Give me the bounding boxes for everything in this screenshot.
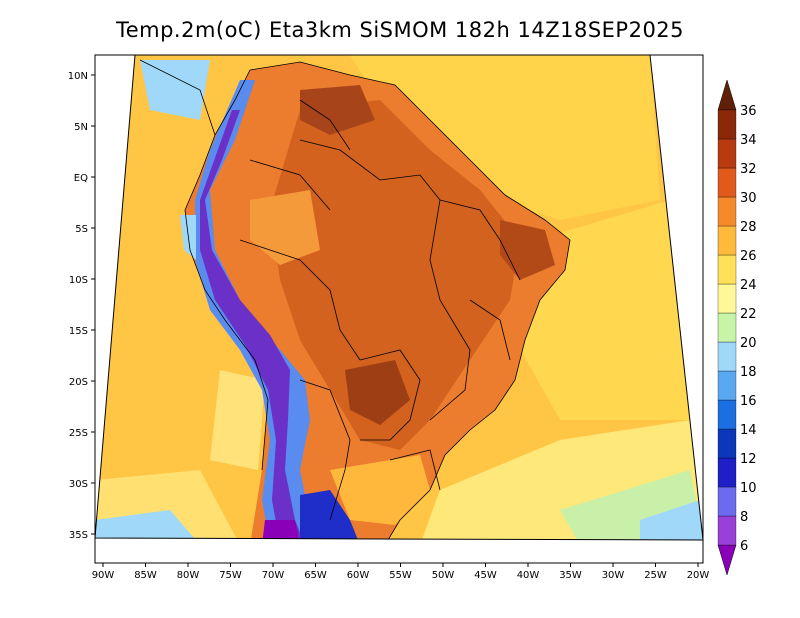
plot-frame	[94, 54, 704, 564]
lon-label: 25W	[644, 570, 667, 581]
colorbar-label: 34	[740, 133, 757, 148]
hot-interior	[270, 100, 520, 450]
ocean-warm-zone	[350, 55, 660, 220]
lat-label: EQ	[74, 173, 88, 184]
map-title: Temp.2m(oC) Eta3km SiSMOM 182h 14Z18SEP2…	[115, 18, 685, 42]
colorbar-label: 28	[740, 220, 757, 235]
lon-label: 65W	[304, 570, 327, 581]
country-borders	[139, 59, 571, 540]
extreme-hot-north	[300, 85, 375, 135]
lat-label: 15S	[69, 326, 88, 337]
andes-cold-belt	[195, 80, 330, 540]
patagonia-cold	[300, 490, 360, 540]
colorbar-label: 12	[740, 452, 757, 467]
extreme-hot-chaco	[345, 360, 410, 425]
lat-label: 20S	[69, 377, 88, 388]
colorbar-label: 6	[740, 539, 748, 554]
lat-label: 5S	[75, 224, 88, 235]
ocean-colder-zone	[640, 500, 703, 540]
extreme-hot-east	[500, 220, 555, 280]
map-domain	[95, 55, 703, 540]
lon-label: 85W	[134, 570, 157, 581]
lon-label: 20W	[687, 570, 710, 581]
colorbar-label: 30	[740, 191, 757, 206]
lon-label: 35W	[559, 570, 582, 581]
colorbar-label: 10	[740, 481, 757, 496]
colorbar-label: 14	[740, 423, 757, 438]
colorbar-box	[717, 254, 737, 285]
colorbar-box	[717, 138, 737, 169]
colorbar-box	[717, 167, 737, 198]
colorbar-box	[717, 515, 737, 546]
lon-label: 30W	[602, 570, 625, 581]
colorbar: 6 8 10 12 14 16 18 20 22 24 26 28 30 32 34 36	[717, 79, 757, 576]
colorbar-box	[717, 428, 737, 459]
mild-amazon	[250, 190, 320, 265]
colorbar-box	[717, 196, 737, 227]
colorbar-high-arrow	[717, 79, 737, 111]
colorbar-label: 8	[740, 510, 748, 525]
colorbar-box	[717, 370, 737, 401]
lat-label: 25S	[69, 428, 88, 439]
colorbar-box	[717, 283, 737, 314]
colorbar-label: 32	[740, 162, 757, 177]
colorbar-label: 22	[740, 307, 757, 322]
lon-label: 70W	[262, 570, 285, 581]
lat-label: 5N	[74, 122, 88, 133]
andes-coldest	[200, 110, 305, 540]
lon-label: 60W	[347, 570, 370, 581]
lon-label: 40W	[517, 570, 540, 581]
colorbar-label: 18	[740, 365, 757, 380]
colorbar-label: 16	[740, 394, 757, 409]
colorbar-box	[717, 457, 737, 488]
longitude-labels: 90W 85W 80W 75W 70W 65W 60W 55W 50W 45W 40W 35W 30W 2…	[92, 563, 710, 581]
colorbar-label: 26	[740, 249, 757, 264]
latitude-labels: 10N 5N EQ 5S 10S 15S 20S 25S 30S 35S	[68, 71, 95, 541]
lon-label: 80W	[177, 570, 200, 581]
lon-label: 90W	[92, 570, 115, 581]
southern-cooler	[330, 455, 430, 525]
pacific-north-cool	[140, 60, 210, 120]
colorbar-label: 24	[740, 278, 757, 293]
lat-label: 10S	[69, 275, 88, 286]
lat-label: 10N	[68, 71, 88, 82]
lon-label: 75W	[219, 570, 242, 581]
colorbar-box	[717, 312, 737, 343]
colorbar-label: 20	[740, 336, 757, 351]
coastal-cool-fringe	[180, 215, 196, 260]
colorbar-box	[717, 341, 737, 372]
lat-label: 35S	[69, 530, 88, 541]
lat-label: 30S	[69, 479, 88, 490]
lon-label: 45W	[474, 570, 497, 581]
colorbar-box	[717, 109, 737, 140]
lon-label: 55W	[389, 570, 412, 581]
patagonia-coldest	[262, 520, 300, 540]
pacific-colder-zone	[95, 510, 200, 540]
colorbar-box	[717, 225, 737, 256]
colorbar-box	[717, 486, 737, 517]
humboldt-cool	[210, 370, 265, 470]
colorbar-low-arrow	[717, 544, 737, 576]
lon-label: 50W	[432, 570, 455, 581]
colorbar-label: 36	[740, 104, 757, 119]
colorbar-box	[717, 399, 737, 430]
